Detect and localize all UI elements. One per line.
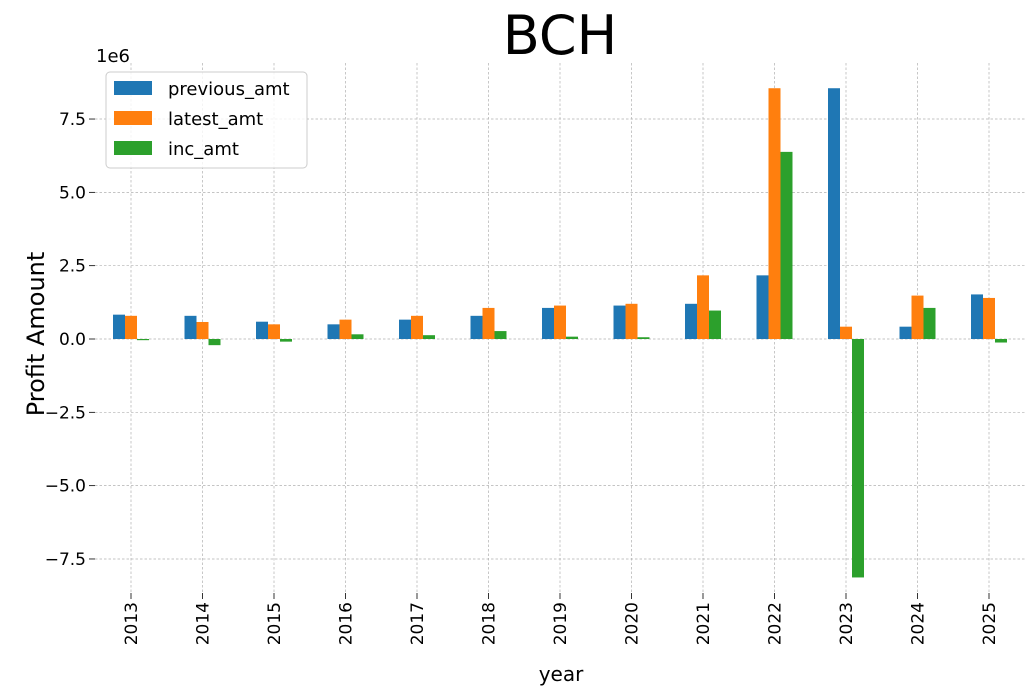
x-tick-label: 2024: [909, 602, 929, 645]
y-tick-label: −2.5: [45, 403, 86, 423]
bar-previous_amt-2022: [756, 275, 769, 339]
bar-previous_amt-2017: [399, 319, 411, 339]
y-tick-label: 2.5: [59, 257, 86, 277]
bar-inc_amt-2017: [423, 335, 435, 339]
grid: [95, 63, 1026, 593]
x-tick-label: 2018: [480, 602, 500, 645]
chart-title: BCH: [503, 4, 617, 67]
bar-inc_amt-2016: [351, 334, 364, 339]
bar-previous_amt-2018: [470, 315, 483, 339]
bar-latest_amt-2021: [697, 275, 709, 339]
y-tick-label: 5.0: [59, 183, 86, 203]
legend-swatch-inc_amt: [114, 141, 152, 155]
bar-inc_amt-2025: [995, 339, 1007, 343]
x-tick-label: 2022: [766, 602, 786, 645]
x-tick-label: 2016: [337, 602, 357, 645]
bar-inc_amt-2018: [494, 331, 507, 339]
bar-latest_amt-2025: [983, 297, 995, 339]
y-tick-label: −7.5: [45, 550, 86, 570]
bar-previous_amt-2016: [327, 324, 340, 339]
bar-latest_amt-2023: [840, 326, 852, 339]
bar-latest_amt-2014: [196, 321, 209, 339]
x-tick-label: 2025: [980, 602, 1000, 645]
y-tick-label: 7.5: [59, 110, 86, 130]
bar-previous_amt-2023: [828, 88, 840, 339]
bar-latest_amt-2018: [482, 307, 495, 339]
legend-label-inc_amt: inc_amt: [168, 139, 239, 160]
legend[interactable]: previous_amt latest_amt inc_amt: [105, 71, 308, 169]
legend-frame: [105, 71, 308, 169]
x-tick-label: 2014: [194, 602, 214, 645]
y-tick-label: −5.0: [45, 477, 86, 497]
legend-label-previous_amt: previous_amt: [168, 79, 290, 100]
x-ticks: 2013 2014 2015 2016 2017 2018 2019 2020 2021 2022…: [122, 593, 1000, 645]
bar-inc_amt-2014: [208, 339, 221, 346]
x-tick-label: 2017: [408, 602, 428, 645]
legend-swatch-previous_amt: [114, 81, 152, 95]
bar-latest_amt-2024: [911, 295, 924, 339]
bar-latest_amt-2022: [768, 88, 781, 339]
y-tick-label: 0.0: [59, 330, 86, 350]
bar-previous_amt-2015: [256, 321, 268, 339]
bar-inc_amt-2022: [780, 151, 793, 339]
x-tick-label: 2021: [694, 602, 714, 645]
bar-previous_amt-2024: [899, 326, 912, 339]
bar-latest_amt-2019: [554, 305, 566, 339]
x-tick-label: 2019: [551, 602, 571, 645]
x-tick-label: 2013: [122, 602, 142, 645]
bar-latest_amt-2016: [339, 319, 352, 339]
y-offset-label: 1e6: [96, 46, 130, 67]
x-tick-label: 2020: [623, 602, 643, 645]
legend-swatch-latest_amt: [114, 111, 152, 125]
bar-previous_amt-2014: [184, 315, 197, 339]
x-tick-label: 2015: [265, 602, 285, 645]
bar-previous_amt-2020: [613, 305, 626, 339]
x-axis-label: year: [539, 662, 584, 686]
x-tick-label: 2023: [837, 602, 857, 645]
bar-previous_amt-2021: [685, 303, 697, 339]
bar-inc_amt-2024: [923, 307, 936, 339]
bar-inc_amt-2015: [280, 339, 292, 342]
bar-inc_amt-2021: [709, 310, 721, 339]
bar-latest_amt-2020: [625, 303, 638, 339]
bar-latest_amt-2013: [125, 315, 137, 339]
bar-previous_amt-2013: [113, 314, 125, 339]
bar-previous_amt-2025: [971, 294, 983, 339]
y-ticks: −7.5 −5.0 −2.5 0.0 2.5 5.0 7.5: [45, 110, 95, 570]
bar-latest_amt-2017: [411, 315, 423, 339]
bar-inc_amt-2023: [852, 339, 864, 578]
bar-inc_amt-2013: [137, 339, 149, 341]
y-axis-label: Profit Amount: [22, 252, 50, 417]
bar-inc_amt-2019: [566, 336, 578, 339]
bar-previous_amt-2019: [542, 307, 554, 339]
legend-label-latest_amt: latest_amt: [168, 109, 263, 130]
bar-inc_amt-2020: [637, 337, 650, 339]
bars: [113, 88, 1007, 578]
bar-latest_amt-2015: [268, 324, 280, 339]
